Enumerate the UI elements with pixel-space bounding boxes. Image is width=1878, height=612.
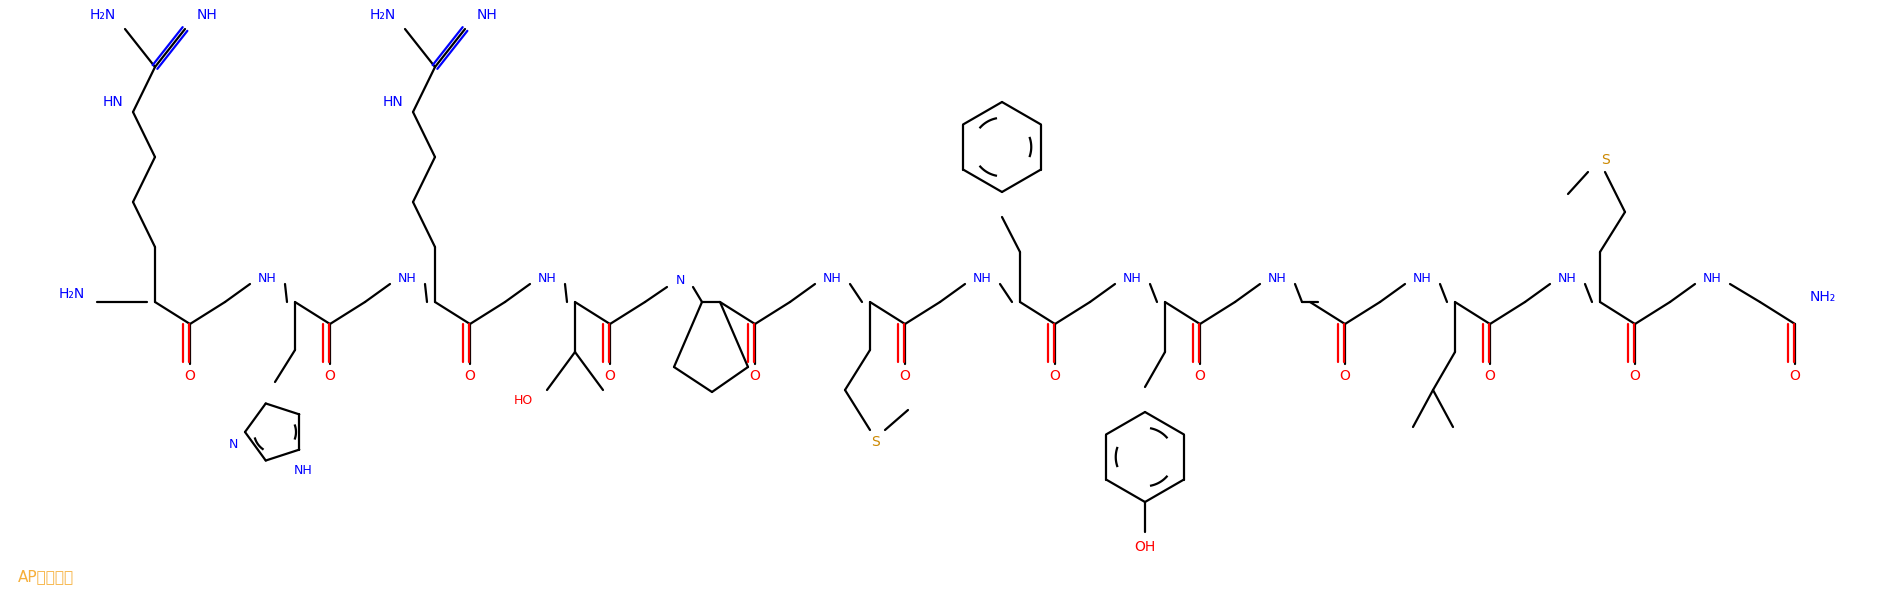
Text: NH: NH <box>398 272 417 285</box>
Text: O: O <box>464 369 475 383</box>
Text: NH₂: NH₂ <box>1810 290 1837 304</box>
Text: HO: HO <box>513 394 533 406</box>
Text: OH: OH <box>1134 540 1155 554</box>
Text: H₂N: H₂N <box>370 8 396 22</box>
Text: O: O <box>1790 369 1801 383</box>
Text: NH: NH <box>1268 272 1286 285</box>
Text: S: S <box>1600 153 1609 167</box>
Text: NH: NH <box>1557 272 1576 285</box>
Text: NH: NH <box>293 463 312 477</box>
Text: O: O <box>1194 369 1206 383</box>
Text: HN: HN <box>103 95 124 109</box>
Text: H₂N: H₂N <box>58 287 85 301</box>
Text: N: N <box>229 438 239 450</box>
Text: O: O <box>1630 369 1641 383</box>
Text: O: O <box>325 369 336 383</box>
Text: HN: HN <box>383 95 404 109</box>
Text: O: O <box>1050 369 1061 383</box>
Text: S: S <box>871 435 879 449</box>
Text: NH: NH <box>197 8 218 22</box>
Text: AP专肽生物: AP专肽生物 <box>19 569 73 584</box>
Text: N: N <box>676 274 685 286</box>
Text: O: O <box>184 369 195 383</box>
Text: NH: NH <box>257 272 276 285</box>
Text: NH: NH <box>973 272 992 285</box>
Text: O: O <box>749 369 761 383</box>
Text: H₂N: H₂N <box>90 8 116 22</box>
Text: O: O <box>900 369 911 383</box>
Text: NH: NH <box>537 272 556 285</box>
Text: NH: NH <box>1703 272 1722 285</box>
Text: NH: NH <box>1123 272 1142 285</box>
Text: NH: NH <box>823 272 841 285</box>
Text: O: O <box>605 369 616 383</box>
Text: O: O <box>1339 369 1350 383</box>
Text: NH: NH <box>477 8 498 22</box>
Text: NH: NH <box>1412 272 1431 285</box>
Text: O: O <box>1485 369 1495 383</box>
